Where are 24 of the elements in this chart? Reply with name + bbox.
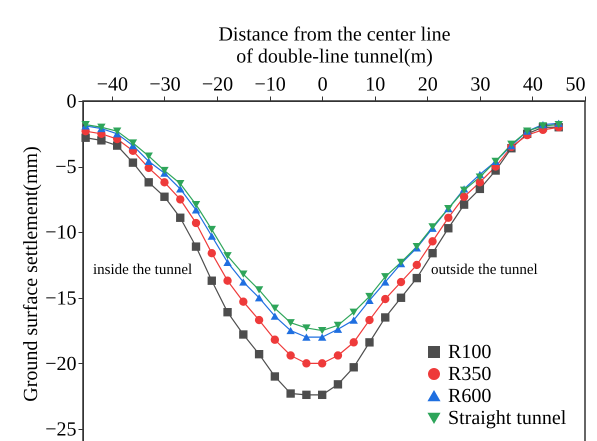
y-tick-label: −15: [45, 287, 76, 310]
x-axis-title: Distance from the center line of double-line tunnel(m): [218, 24, 451, 68]
x-tick-label: −10: [254, 74, 286, 96]
y-tick-label: −5: [55, 156, 76, 178]
y-axis-title: Ground surface settlement(mm): [20, 146, 42, 402]
x-tick-label: 40: [522, 74, 543, 96]
x-tick-label: 30: [470, 74, 490, 96]
x-tick-label: 50: [566, 74, 586, 96]
x-tick-label: 20: [418, 74, 438, 96]
x-tick-label: −40: [96, 74, 128, 96]
y-tick-label: −10: [45, 222, 76, 244]
y-tick-label: −25: [45, 418, 76, 440]
legend-label: R350: [448, 363, 492, 385]
legend-label: Straight tunnel: [448, 407, 567, 429]
annotation: inside the tunnel: [93, 262, 192, 278]
x-tick-label: −30: [149, 74, 181, 96]
x-tick-label: 10: [365, 74, 386, 96]
x-tick-label: −20: [202, 74, 234, 96]
y-tick-label: −20: [45, 352, 76, 375]
legend-label: R600: [448, 385, 492, 407]
annotation: outside the tunnel: [431, 262, 538, 278]
x-tick-label: 0: [318, 74, 328, 96]
legend-label: R100: [448, 341, 492, 363]
y-tick-label: 0: [66, 90, 76, 112]
